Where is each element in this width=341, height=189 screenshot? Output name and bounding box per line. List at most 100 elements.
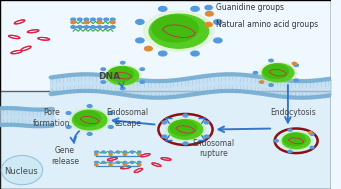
Circle shape: [214, 38, 222, 43]
Circle shape: [137, 151, 141, 153]
Circle shape: [178, 78, 183, 81]
Circle shape: [97, 26, 102, 28]
Circle shape: [241, 73, 246, 76]
Circle shape: [66, 112, 71, 114]
Circle shape: [293, 79, 298, 82]
Circle shape: [84, 21, 89, 24]
Circle shape: [160, 96, 165, 99]
Circle shape: [66, 126, 71, 128]
Circle shape: [204, 135, 209, 138]
Circle shape: [267, 93, 272, 96]
Circle shape: [70, 108, 110, 132]
Circle shape: [86, 73, 91, 76]
Circle shape: [234, 73, 239, 76]
Circle shape: [108, 75, 114, 78]
Circle shape: [264, 64, 288, 78]
Circle shape: [219, 73, 224, 76]
Circle shape: [116, 161, 119, 163]
Circle shape: [45, 108, 50, 111]
Circle shape: [259, 76, 265, 79]
Circle shape: [64, 74, 69, 77]
Circle shape: [68, 90, 73, 93]
Circle shape: [214, 19, 222, 24]
Circle shape: [270, 94, 276, 97]
Circle shape: [294, 64, 298, 67]
Circle shape: [252, 75, 257, 78]
Circle shape: [281, 79, 287, 82]
Circle shape: [73, 110, 107, 130]
Circle shape: [102, 161, 105, 163]
Circle shape: [104, 26, 108, 28]
Circle shape: [183, 114, 188, 117]
Circle shape: [97, 73, 102, 76]
Circle shape: [204, 121, 209, 124]
Circle shape: [119, 93, 124, 96]
Circle shape: [307, 96, 312, 99]
Circle shape: [75, 73, 80, 76]
Circle shape: [19, 124, 25, 127]
Circle shape: [30, 125, 35, 128]
Circle shape: [93, 90, 99, 93]
Circle shape: [186, 77, 191, 80]
Circle shape: [322, 78, 327, 81]
Circle shape: [168, 120, 203, 139]
Circle shape: [162, 135, 167, 138]
Circle shape: [322, 95, 327, 98]
Circle shape: [281, 95, 287, 98]
Text: Natural amino acid groups: Natural amino acid groups: [216, 20, 318, 29]
FancyBboxPatch shape: [0, 91, 331, 189]
Circle shape: [333, 93, 338, 96]
Circle shape: [193, 76, 198, 79]
Circle shape: [263, 76, 268, 79]
Circle shape: [49, 76, 55, 79]
Circle shape: [45, 124, 50, 127]
Circle shape: [109, 151, 112, 153]
Circle shape: [310, 133, 314, 135]
Circle shape: [137, 161, 141, 163]
Text: Endosomal
escape: Endosomal escape: [107, 108, 149, 128]
Circle shape: [57, 75, 62, 78]
Circle shape: [189, 76, 195, 79]
Circle shape: [222, 89, 228, 92]
Circle shape: [311, 79, 316, 82]
Circle shape: [101, 74, 106, 77]
Circle shape: [167, 79, 173, 82]
Circle shape: [175, 78, 180, 81]
Circle shape: [87, 133, 92, 135]
Circle shape: [119, 76, 124, 79]
Circle shape: [326, 94, 331, 97]
Circle shape: [130, 161, 134, 163]
Circle shape: [248, 74, 253, 77]
Circle shape: [237, 90, 242, 93]
Circle shape: [19, 107, 25, 110]
Circle shape: [259, 92, 265, 95]
Circle shape: [34, 125, 39, 128]
Circle shape: [182, 77, 187, 81]
Circle shape: [57, 91, 62, 94]
Circle shape: [38, 108, 43, 111]
Circle shape: [197, 92, 202, 95]
Circle shape: [219, 90, 224, 93]
Circle shape: [183, 142, 188, 145]
Circle shape: [208, 91, 213, 94]
Circle shape: [215, 90, 220, 93]
Circle shape: [208, 74, 213, 77]
Circle shape: [15, 124, 21, 127]
Circle shape: [197, 75, 202, 78]
Circle shape: [241, 90, 246, 93]
Circle shape: [109, 161, 112, 163]
Circle shape: [49, 124, 54, 127]
Circle shape: [90, 73, 95, 76]
Circle shape: [248, 91, 253, 94]
Circle shape: [8, 123, 13, 126]
Circle shape: [303, 80, 309, 83]
Circle shape: [101, 68, 105, 70]
Circle shape: [191, 6, 199, 11]
Circle shape: [49, 93, 55, 96]
Circle shape: [152, 15, 198, 42]
Circle shape: [204, 74, 209, 77]
Circle shape: [110, 18, 115, 21]
Circle shape: [275, 140, 278, 142]
Circle shape: [101, 81, 105, 83]
Circle shape: [97, 90, 102, 93]
